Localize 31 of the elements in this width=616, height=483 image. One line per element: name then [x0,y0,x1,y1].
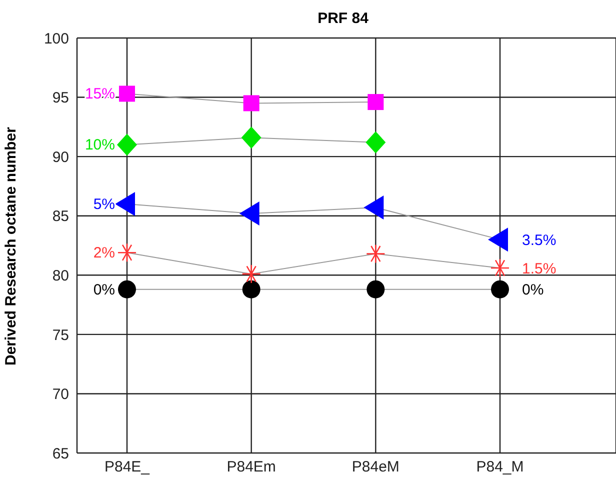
y-tick-label: 100 [44,30,69,48]
x-tick-label: P84E_ [104,458,150,476]
y-tick-label: 65 [52,445,69,462]
x-tick-label: P84_M [476,458,524,476]
series-label: 10% [84,136,115,154]
point [242,280,260,298]
point [117,134,137,156]
point [366,131,386,154]
y-tick-label: 90 [52,148,69,166]
x-tick-label: P84Em [226,458,276,476]
annotation: 3.5% [522,232,556,249]
y-tick-label: 75 [52,326,69,344]
y-tick-label: 80 [52,267,69,284]
point [118,280,136,298]
chart-title: PRF 84 [316,10,370,27]
annotation: 1.5% [522,260,556,278]
x-tick-label: P84eM [352,458,400,476]
point [241,126,262,149]
point [243,95,260,112]
point [368,94,384,110]
series-label: 2% [93,244,115,262]
point [491,280,509,298]
y-tick-label: 95 [52,90,69,107]
y-axis-title: Derived Research octane number [2,126,20,366]
point [366,280,385,298]
annotation: 0% [522,282,544,299]
y-tick-label: 70 [52,386,69,404]
series-label: 5% [93,196,115,213]
y-tick-label: 85 [52,208,69,226]
point [119,86,135,102]
series-label: 0% [93,281,115,298]
